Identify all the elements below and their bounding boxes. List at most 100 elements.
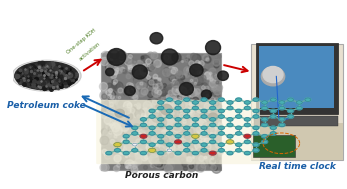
Circle shape [132,126,138,129]
Circle shape [167,132,172,135]
Circle shape [244,134,251,138]
Circle shape [218,109,225,113]
Circle shape [244,123,250,127]
Circle shape [175,101,181,104]
Circle shape [279,101,285,104]
Circle shape [279,123,285,127]
Ellipse shape [125,86,135,95]
Circle shape [175,135,181,138]
Circle shape [210,101,216,104]
Circle shape [192,134,199,138]
Circle shape [288,115,294,118]
Circle shape [201,126,207,129]
Circle shape [227,135,233,138]
Ellipse shape [209,113,218,121]
Circle shape [210,140,216,144]
Circle shape [123,135,129,138]
Ellipse shape [261,67,285,86]
Text: One-step KOH: One-step KOH [66,28,97,55]
Circle shape [149,126,155,129]
Circle shape [210,135,216,138]
Circle shape [158,151,164,155]
Circle shape [253,143,259,146]
Circle shape [227,118,233,121]
Circle shape [218,98,225,101]
FancyBboxPatch shape [253,135,295,157]
Circle shape [123,151,129,155]
Circle shape [296,101,302,104]
Circle shape [167,115,172,118]
Circle shape [218,126,225,129]
Circle shape [236,132,242,135]
Ellipse shape [15,62,78,90]
Circle shape [270,109,276,113]
Circle shape [175,123,181,127]
Circle shape [288,98,294,101]
FancyBboxPatch shape [259,46,334,108]
FancyBboxPatch shape [101,53,221,170]
Circle shape [167,126,172,129]
Ellipse shape [205,41,221,55]
Circle shape [184,109,190,113]
Circle shape [175,151,181,155]
Circle shape [184,149,190,152]
Circle shape [236,109,242,113]
Circle shape [236,98,242,101]
Circle shape [167,143,172,146]
Circle shape [149,132,155,135]
Circle shape [192,151,198,155]
Circle shape [201,98,207,101]
Circle shape [201,132,207,135]
Circle shape [279,106,285,110]
Circle shape [140,134,147,138]
Ellipse shape [13,61,80,91]
Circle shape [201,115,207,118]
Circle shape [226,140,234,144]
Circle shape [141,151,146,155]
Circle shape [149,115,155,118]
Circle shape [305,98,311,101]
Circle shape [288,109,294,113]
Circle shape [167,109,172,113]
Circle shape [115,149,120,152]
Circle shape [270,98,276,101]
Circle shape [158,106,164,110]
Circle shape [253,126,259,129]
Circle shape [244,140,250,144]
Circle shape [201,149,207,152]
Circle shape [192,123,198,127]
Circle shape [184,132,190,135]
Ellipse shape [132,65,147,79]
Ellipse shape [161,104,172,115]
Circle shape [192,106,198,110]
Circle shape [184,126,190,129]
Circle shape [114,143,121,147]
Circle shape [270,126,276,129]
Circle shape [123,140,129,144]
Circle shape [149,148,156,152]
Circle shape [192,140,198,144]
Circle shape [158,123,164,127]
FancyBboxPatch shape [254,116,338,126]
Ellipse shape [201,90,211,99]
FancyBboxPatch shape [96,100,260,164]
Circle shape [132,149,138,152]
Circle shape [236,126,242,129]
Ellipse shape [105,68,114,76]
Circle shape [201,109,207,113]
Circle shape [227,101,233,104]
Circle shape [262,118,268,121]
Circle shape [270,115,276,118]
Circle shape [158,101,164,104]
Circle shape [244,106,250,110]
Circle shape [184,115,190,118]
Circle shape [184,98,190,101]
Circle shape [158,135,164,138]
Ellipse shape [115,109,125,117]
Circle shape [184,143,190,146]
Circle shape [227,106,233,110]
Circle shape [279,118,285,121]
Circle shape [262,101,268,104]
Circle shape [167,149,172,152]
Circle shape [253,149,259,152]
